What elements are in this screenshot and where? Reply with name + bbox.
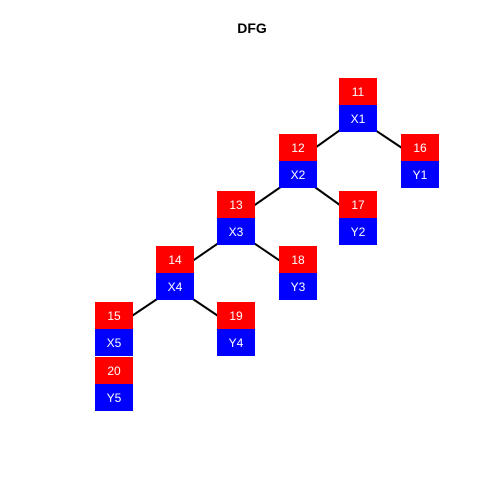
node-18-label: Y3 xyxy=(279,273,317,300)
node-11-id: 11 xyxy=(339,78,377,105)
node-14-label: X4 xyxy=(156,273,194,300)
node-17-id: 17 xyxy=(339,191,377,218)
node-16-label: Y1 xyxy=(401,161,439,188)
node-15-label: X5 xyxy=(95,329,133,356)
node-20-id: 20 xyxy=(95,357,133,384)
node-13-label: X3 xyxy=(217,218,255,245)
node-19-label: Y4 xyxy=(217,329,255,356)
diagram-title: DFG xyxy=(237,20,267,36)
node-20-label: Y5 xyxy=(95,384,133,411)
node-18-id: 18 xyxy=(279,246,317,273)
node-12-label: X2 xyxy=(279,161,317,188)
node-17-label: Y2 xyxy=(339,218,377,245)
node-14-id: 14 xyxy=(156,246,194,273)
node-16-id: 16 xyxy=(401,134,439,161)
node-12-id: 12 xyxy=(279,134,317,161)
node-13-id: 13 xyxy=(217,191,255,218)
node-19-id: 19 xyxy=(217,302,255,329)
node-15-id: 15 xyxy=(95,302,133,329)
node-11-label: X1 xyxy=(339,105,377,132)
